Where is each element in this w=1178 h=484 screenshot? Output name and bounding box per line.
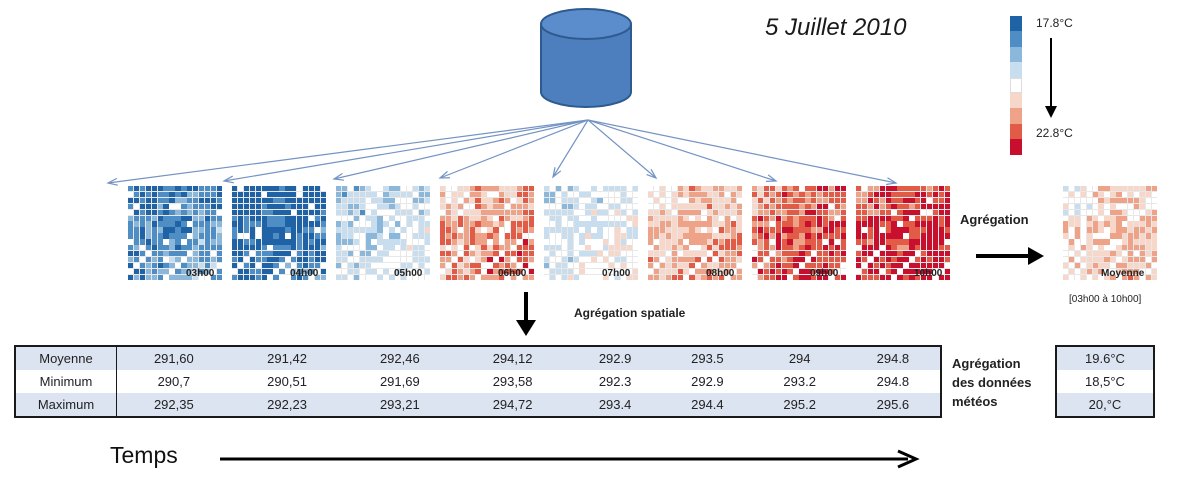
table-cell: 293.5 bbox=[691, 351, 724, 366]
legend-swatch bbox=[1010, 62, 1022, 78]
legend-swatch bbox=[1010, 77, 1022, 93]
table-cell: 294.8 bbox=[876, 374, 910, 389]
table-cell: 290,51 bbox=[267, 374, 307, 389]
legend-swatch bbox=[1010, 16, 1022, 32]
table-cell: 292.3 bbox=[598, 374, 632, 389]
heatmap-06h00 bbox=[440, 186, 534, 280]
map-time-label: Moyenne bbox=[1101, 268, 1145, 279]
table-cell: 295.6 bbox=[876, 397, 910, 412]
heatmap-09h00 bbox=[752, 186, 846, 280]
database-icon bbox=[540, 8, 632, 108]
fan-arrow bbox=[587, 119, 897, 184]
row-label: Moyenne bbox=[15, 346, 117, 370]
table-row: Maximum 292,35 292,23 293,21 294,72 293.4 294.… bbox=[15, 393, 941, 417]
summary-cell: 20,°C bbox=[1088, 397, 1122, 412]
table-cell: 291,69 bbox=[379, 374, 420, 389]
table-cell: 292.9 bbox=[691, 374, 724, 389]
legend-swatch bbox=[1010, 31, 1022, 47]
legend-swatch bbox=[1010, 139, 1022, 155]
fan-arrowhead bbox=[646, 168, 658, 180]
heatmap-03h00 bbox=[128, 186, 222, 280]
table-cell: 294 bbox=[788, 351, 811, 366]
distribution-arrows bbox=[106, 119, 898, 186]
table-cell: 293,58 bbox=[492, 374, 533, 389]
legend-swatch bbox=[1010, 92, 1022, 109]
fan-arrow bbox=[333, 119, 589, 180]
map-time-label: 10h00 bbox=[914, 268, 943, 279]
table-cell: 292,35 bbox=[153, 397, 194, 412]
spatial-arrow-icon bbox=[516, 292, 536, 336]
color-legend bbox=[1010, 16, 1022, 155]
table-row: Minimum 290,7 290,51 291,69 293,58 292.3 292.9… bbox=[15, 370, 941, 393]
table-cell: 291,42 bbox=[267, 351, 307, 366]
table-cell: 293,21 bbox=[379, 397, 420, 412]
heatmap-10h00 bbox=[856, 186, 950, 280]
fan-arrowhead bbox=[886, 177, 898, 186]
map-time-label: 04h00 bbox=[290, 268, 319, 279]
table-cell: 294,72 bbox=[492, 397, 533, 412]
fan-arrow bbox=[552, 119, 589, 178]
legend-min-label: 22.8°C bbox=[1036, 126, 1073, 140]
map-time-label: 07h00 bbox=[602, 268, 631, 279]
row-label: Maximum bbox=[15, 393, 117, 417]
summary-table: 19.6°C 18,5°C 20,°C bbox=[1055, 345, 1155, 418]
table-cell: 293.4 bbox=[598, 397, 632, 412]
table-cell: 291,60 bbox=[153, 351, 194, 366]
table-cell: 290,7 bbox=[157, 374, 191, 389]
table-cell: 292,46 bbox=[379, 351, 420, 366]
table-cell: 292.9 bbox=[598, 351, 632, 366]
fan-arrowhead bbox=[438, 170, 451, 179]
fan-arrowhead bbox=[552, 167, 562, 179]
fan-arrow bbox=[107, 119, 589, 184]
summary-cell: 19.6°C bbox=[1085, 351, 1125, 366]
weather-label-line: Agrégation bbox=[952, 356, 1021, 371]
mean-range-label: [03h00 à 10h00] bbox=[1069, 294, 1142, 305]
map-time-label: 08h00 bbox=[706, 268, 735, 279]
legend-swatch bbox=[1010, 123, 1022, 140]
table-cell: 294.8 bbox=[876, 351, 910, 366]
fan-arrow bbox=[587, 119, 777, 182]
table-row: Moyenne 291,60 291,42 292,46 294,12 292.9 293.… bbox=[15, 346, 941, 370]
table-cell: 295.2 bbox=[783, 397, 816, 412]
legend-max-label: 17.8°C bbox=[1036, 16, 1073, 30]
map-time-label: 06h00 bbox=[498, 268, 527, 279]
table-cell: 294.4 bbox=[691, 397, 724, 412]
page-title: 5 Juillet 2010 bbox=[765, 14, 907, 41]
fan-arrowhead bbox=[106, 177, 118, 186]
heatmap-04h00 bbox=[232, 186, 326, 280]
table-cell: 294,12 bbox=[492, 351, 533, 366]
fan-arrow bbox=[587, 119, 657, 179]
map-time-label: 03h00 bbox=[186, 268, 215, 279]
weather-label-line: météos bbox=[952, 394, 998, 409]
heatmap-07h00 bbox=[544, 186, 638, 280]
stats-table: Moyenne 291,60 291,42 292,46 294,12 292.9 293.… bbox=[14, 345, 942, 418]
spatial-aggregation-label: Agrégation spatiale bbox=[574, 306, 686, 320]
map-time-label: 09h00 bbox=[810, 268, 839, 279]
map-time-label: 05h00 bbox=[394, 268, 423, 279]
time-axis-label: Temps bbox=[110, 442, 178, 468]
fan-arrowhead bbox=[222, 175, 234, 184]
heatmap-08h00 bbox=[648, 186, 742, 280]
summary-cell: 18,5°C bbox=[1085, 374, 1125, 389]
aggregation-label: Agrégation bbox=[960, 212, 1029, 227]
time-arrow-icon bbox=[220, 449, 920, 469]
fan-arrowhead bbox=[765, 174, 778, 182]
fan-arrow bbox=[223, 119, 589, 182]
heatmap-05h00 bbox=[336, 186, 430, 280]
fan-arrow bbox=[439, 119, 589, 179]
fan-arrowhead bbox=[332, 173, 344, 181]
heatmap-mean bbox=[1063, 186, 1157, 280]
table-cell: 292,23 bbox=[267, 397, 307, 412]
legend-arrow-icon bbox=[1045, 38, 1057, 118]
weather-aggregation-label: Agrégation des données météos bbox=[952, 354, 1031, 411]
legend-swatch bbox=[1010, 46, 1022, 63]
table-cell: 293.2 bbox=[783, 374, 816, 389]
row-label: Minimum bbox=[15, 370, 117, 393]
legend-swatch bbox=[1010, 108, 1022, 124]
aggregation-arrow-icon bbox=[976, 247, 1044, 265]
weather-label-line: des données bbox=[952, 375, 1032, 390]
